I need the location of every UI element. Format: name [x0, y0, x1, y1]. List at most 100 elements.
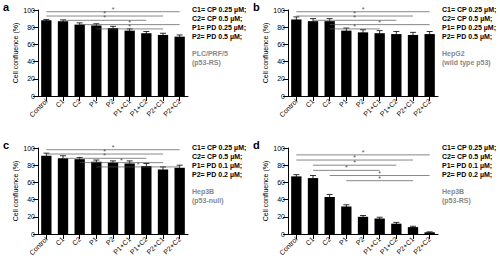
svg-text:Cell confluence (%): Cell confluence (%) [262, 23, 270, 84]
svg-text:C1: C1 [304, 235, 315, 246]
svg-text:C1= CP 0.25 µM;: C1= CP 0.25 µM; [192, 6, 246, 14]
svg-text:100: 100 [273, 145, 285, 152]
svg-text:(p53-RS): (p53-RS) [442, 197, 471, 205]
svg-text:Cell confluence (%): Cell confluence (%) [12, 23, 20, 84]
svg-text:20: 20 [27, 75, 35, 82]
svg-text:C1= CP 0.25 µM;: C1= CP 0.25 µM; [192, 144, 246, 152]
svg-text:C1: C1 [54, 235, 65, 246]
svg-text:P2+C2: P2+C2 [412, 235, 432, 255]
svg-text:C2= CP 0.5 µM;: C2= CP 0.5 µM; [192, 153, 242, 161]
svg-text:P2= PD 0.2 µM;: P2= PD 0.2 µM; [442, 171, 492, 179]
svg-text:P1: P1 [88, 235, 99, 246]
svg-text:*: * [353, 23, 356, 30]
svg-text:*: * [353, 159, 356, 166]
svg-text:*: * [362, 149, 365, 156]
svg-text:P2+C1: P2+C1 [145, 97, 166, 118]
svg-text:P1+C2: P1+C2 [378, 97, 399, 118]
svg-text:20: 20 [277, 75, 285, 82]
svg-text:80: 80 [27, 24, 35, 31]
svg-text:Control: Control [28, 235, 49, 256]
svg-text:P1: P1 [338, 235, 349, 246]
svg-text:P2+C2: P2+C2 [412, 97, 432, 117]
svg-text:Control: Control [278, 235, 299, 256]
svg-text:40: 40 [277, 196, 285, 203]
svg-text:PLC/PRF/5: PLC/PRF/5 [192, 50, 228, 57]
svg-text:80: 80 [277, 162, 285, 169]
svg-text:Cell confluence (%): Cell confluence (%) [12, 161, 20, 222]
svg-text:C1: C1 [54, 97, 65, 108]
svg-text:Hep3B: Hep3B [192, 188, 214, 196]
svg-text:Cell confluence (%): Cell confluence (%) [262, 161, 270, 222]
svg-text:P2: P2 [354, 235, 365, 246]
svg-text:P1: P1 [338, 97, 349, 108]
svg-text:C2: C2 [71, 235, 82, 246]
svg-text:Control: Control [278, 97, 299, 118]
svg-text:40: 40 [277, 58, 285, 65]
svg-text:P2: P2 [104, 235, 115, 246]
svg-text:P2: P2 [354, 97, 365, 108]
svg-text:P2= PD 0.5 µM;: P2= PD 0.5 µM; [442, 33, 492, 41]
svg-text:c: c [3, 139, 9, 151]
svg-text:P1= PD 0.1 µM;: P1= PD 0.1 µM; [192, 162, 242, 170]
svg-text:P1= PD 0.25 µM;: P1= PD 0.25 µM; [192, 24, 246, 32]
svg-text:20: 20 [27, 213, 35, 220]
svg-text:P2+C2: P2+C2 [162, 235, 182, 255]
svg-text:C2= CP 0.5 µM;: C2= CP 0.5 µM; [442, 153, 492, 161]
svg-text:0: 0 [31, 93, 35, 100]
svg-text:100: 100 [23, 7, 35, 14]
svg-text:P1+C1: P1+C1 [361, 97, 383, 118]
svg-text:20: 20 [277, 213, 285, 220]
svg-text:60: 60 [27, 179, 35, 186]
svg-text:P1= PD 0.1 µM;: P1= PD 0.1 µM; [442, 162, 492, 170]
svg-text:(wild type p53): (wild type p53) [442, 59, 491, 67]
svg-text:*: * [378, 19, 381, 26]
svg-text:40: 40 [27, 58, 35, 65]
svg-text:*: * [137, 161, 140, 168]
svg-text:P1+C2: P1+C2 [128, 97, 149, 118]
svg-text:0: 0 [281, 93, 285, 100]
svg-text:C2= CP 0.5 µM;: C2= CP 0.5 µM; [442, 15, 492, 23]
svg-text:P1: P1 [88, 97, 99, 108]
svg-text:P1= PD 0.25 µM;: P1= PD 0.25 µM; [442, 24, 496, 32]
svg-text:P2= PD 0.2 µM;: P2= PD 0.2 µM; [192, 171, 242, 179]
svg-text:C2: C2 [321, 97, 332, 108]
svg-text:Control: Control [28, 97, 49, 118]
svg-text:P2+C2: P2+C2 [162, 97, 182, 117]
svg-text:80: 80 [277, 24, 285, 31]
svg-text:C1: C1 [304, 97, 315, 108]
svg-text:60: 60 [277, 41, 285, 48]
svg-text:(p53-RS): (p53-RS) [192, 59, 221, 67]
svg-text:a: a [3, 1, 10, 13]
svg-text:(p53-null): (p53-null) [192, 197, 224, 205]
svg-text:b: b [253, 1, 260, 13]
svg-text:C2: C2 [71, 97, 82, 108]
svg-text:P1+C1: P1+C1 [111, 97, 133, 118]
svg-text:*: * [112, 6, 115, 13]
svg-text:P2: P2 [104, 97, 115, 108]
svg-text:*: * [103, 152, 106, 159]
svg-text:60: 60 [277, 179, 285, 186]
svg-text:0: 0 [281, 231, 285, 238]
svg-text:*: * [128, 23, 131, 30]
svg-text:80: 80 [27, 162, 35, 169]
svg-text:100: 100 [273, 7, 285, 14]
svg-text:C1= CP 0.25 µM;: C1= CP 0.25 µM; [442, 6, 496, 14]
svg-text:*: * [103, 14, 106, 21]
svg-text:d: d [253, 139, 260, 151]
svg-text:C1= CP 0.25 µM;: C1= CP 0.25 µM; [442, 144, 496, 152]
svg-text:*: * [345, 164, 348, 171]
svg-text:Hep3B: Hep3B [442, 188, 464, 196]
svg-text:60: 60 [27, 41, 35, 48]
svg-text:C2: C2 [321, 235, 332, 246]
svg-text:100: 100 [23, 145, 35, 152]
svg-text:*: * [112, 144, 115, 151]
svg-text:*: * [378, 175, 381, 182]
svg-text:*: * [353, 14, 356, 21]
svg-text:*: * [120, 157, 123, 164]
svg-text:0: 0 [31, 231, 35, 238]
svg-text:HepG2: HepG2 [442, 50, 465, 58]
svg-text:C2= CP 0.5 µM;: C2= CP 0.5 µM; [192, 15, 242, 23]
svg-text:40: 40 [27, 196, 35, 203]
svg-text:P2= PD 0.5 µM;: P2= PD 0.5 µM; [192, 33, 242, 41]
svg-text:*: * [362, 6, 365, 13]
